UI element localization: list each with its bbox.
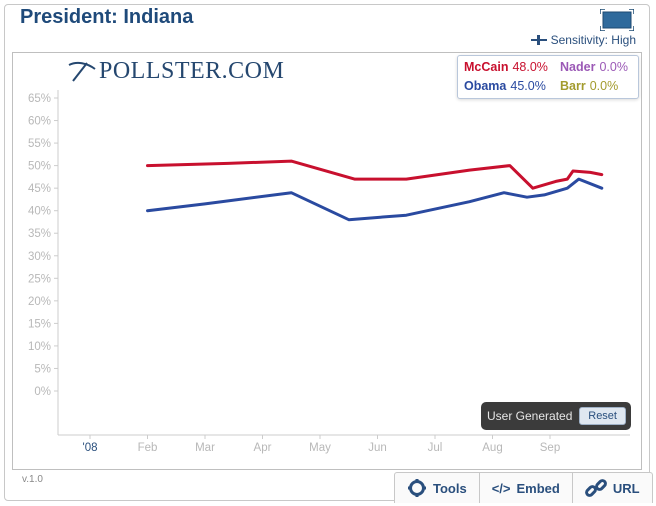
legend-value: 45.0% (510, 79, 546, 93)
embed-label: Embed (516, 480, 560, 496)
logo-swoosh-icon (68, 61, 96, 82)
x-tick-label: Mar (195, 442, 215, 454)
chart-area[interactable] (12, 52, 642, 470)
logo-text: POLLSTER.COM (99, 58, 285, 84)
code-icon: </> (491, 480, 511, 496)
y-tick-label: 10% (28, 341, 51, 353)
legend-name: Nader (560, 60, 596, 74)
embed-button[interactable]: </> Embed (478, 473, 572, 503)
x-tick-label: Apr (254, 442, 272, 454)
legend-name: Barr (560, 79, 586, 93)
y-tick-label: 50% (28, 161, 51, 173)
tools-label: Tools (433, 480, 467, 496)
sensitivity-control[interactable]: Sensitivity: High (530, 33, 636, 47)
legend-value: 48.0% (512, 60, 548, 74)
y-tick-label: 35% (28, 228, 51, 240)
page-title: President: Indiana (20, 6, 194, 28)
y-tick-label: 55% (28, 138, 51, 150)
x-tick-label: Feb (138, 442, 158, 454)
toolbar: Tools </> Embed URL (394, 472, 653, 503)
legend-value: 0.0% (599, 60, 628, 74)
y-tick-label: 40% (28, 206, 51, 218)
y-tick-label: 60% (28, 116, 51, 128)
series-line-obama (146, 177, 604, 222)
sensitivity-label: Sensitivity: High (550, 33, 636, 47)
y-tick-label: 30% (28, 251, 51, 263)
legend-item-obama[interactable]: Obama 45.0% (464, 79, 546, 93)
legend-name: McCain (464, 60, 509, 74)
x-tick-label: Aug (482, 442, 502, 454)
x-tick-label: '08 (83, 442, 98, 454)
url-label: URL (612, 480, 640, 496)
pollster-logo: POLLSTER.COM (67, 58, 284, 85)
y-tick-label: 20% (28, 296, 51, 308)
y-tick-label: 25% (28, 273, 51, 285)
version-label: v.1.0 (22, 474, 43, 485)
y-tick-label: 15% (28, 318, 51, 330)
legend-item-nader[interactable]: Nader 0.0% (560, 60, 628, 74)
y-tick-label: 65% (28, 93, 51, 105)
series-line-mccain (146, 159, 604, 190)
reset-button[interactable]: Reset (579, 407, 626, 425)
x-tick-label: Jul (428, 442, 443, 454)
legend-value: 0.0% (589, 79, 619, 93)
x-tick-label: Jun (368, 442, 387, 454)
legend-item-barr[interactable]: Barr 0.0% (560, 79, 618, 93)
x-tick-label: Sep (540, 442, 560, 454)
legend: McCain 48.0% Nader 0.0% Obama 45.0% Barr 0.0… (457, 55, 639, 99)
link-icon (584, 479, 607, 497)
y-tick-label: 45% (28, 183, 51, 195)
legend-item-mccain[interactable]: McCain 48.0% (464, 60, 548, 74)
slider-icon (530, 35, 547, 45)
user-generated-panel: User Generated Reset (481, 402, 631, 430)
y-tick-label: 5% (34, 363, 51, 375)
tools-button[interactable]: Tools (395, 473, 479, 503)
y-tick-label: 0% (34, 386, 51, 398)
gear-icon (408, 479, 426, 497)
user-generated-label: User Generated (487, 409, 573, 423)
x-tick-label: May (309, 442, 331, 454)
legend-name: Obama (464, 79, 507, 93)
url-button[interactable]: URL (571, 473, 652, 503)
